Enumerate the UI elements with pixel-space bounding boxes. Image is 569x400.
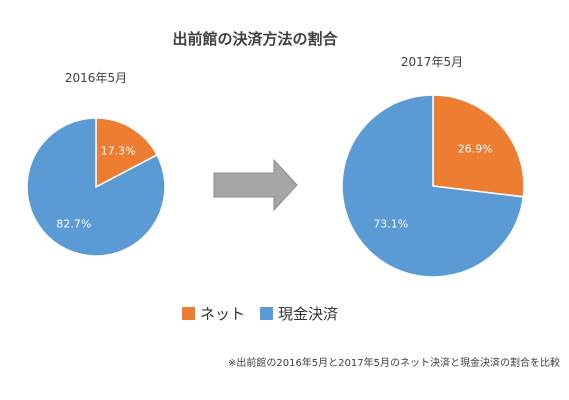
pie-2017-slice-cash (341, 94, 525, 278)
legend-swatch-cash (260, 307, 273, 320)
pie-2017-title: 2017年5月 (401, 55, 463, 69)
right-arrow-icon (213, 158, 298, 212)
pie-2016-title: 2016年5月 (65, 71, 127, 85)
pie-2017-label-cash: 73.1% (373, 217, 408, 230)
pie-2016: 17.3% 82.7% (26, 117, 166, 257)
legend: ネット 現金決済 (182, 305, 338, 323)
legend-label-cash: 現金決済 (278, 305, 338, 323)
footnote: ※出前館の2016年5月と2017年5月のネット決済と現金決済の割合を比較 (228, 356, 560, 369)
pie-2017: 26.9% 73.1% (341, 94, 525, 278)
pie-2016-label-net: 17.3% (101, 144, 136, 157)
pie-2016-slice-cash (26, 117, 166, 257)
pie-2016-slice-net (95, 117, 159, 189)
pie-2017-slice-net (432, 94, 525, 198)
pie-2016-label-cash: 82.7% (56, 218, 91, 231)
legend-label-net: ネット (200, 305, 245, 323)
chart-title: 出前館の決済方法の割合 (172, 30, 338, 48)
pie-2017-label-net: 26.9% (458, 143, 493, 156)
legend-swatch-net (182, 307, 195, 320)
